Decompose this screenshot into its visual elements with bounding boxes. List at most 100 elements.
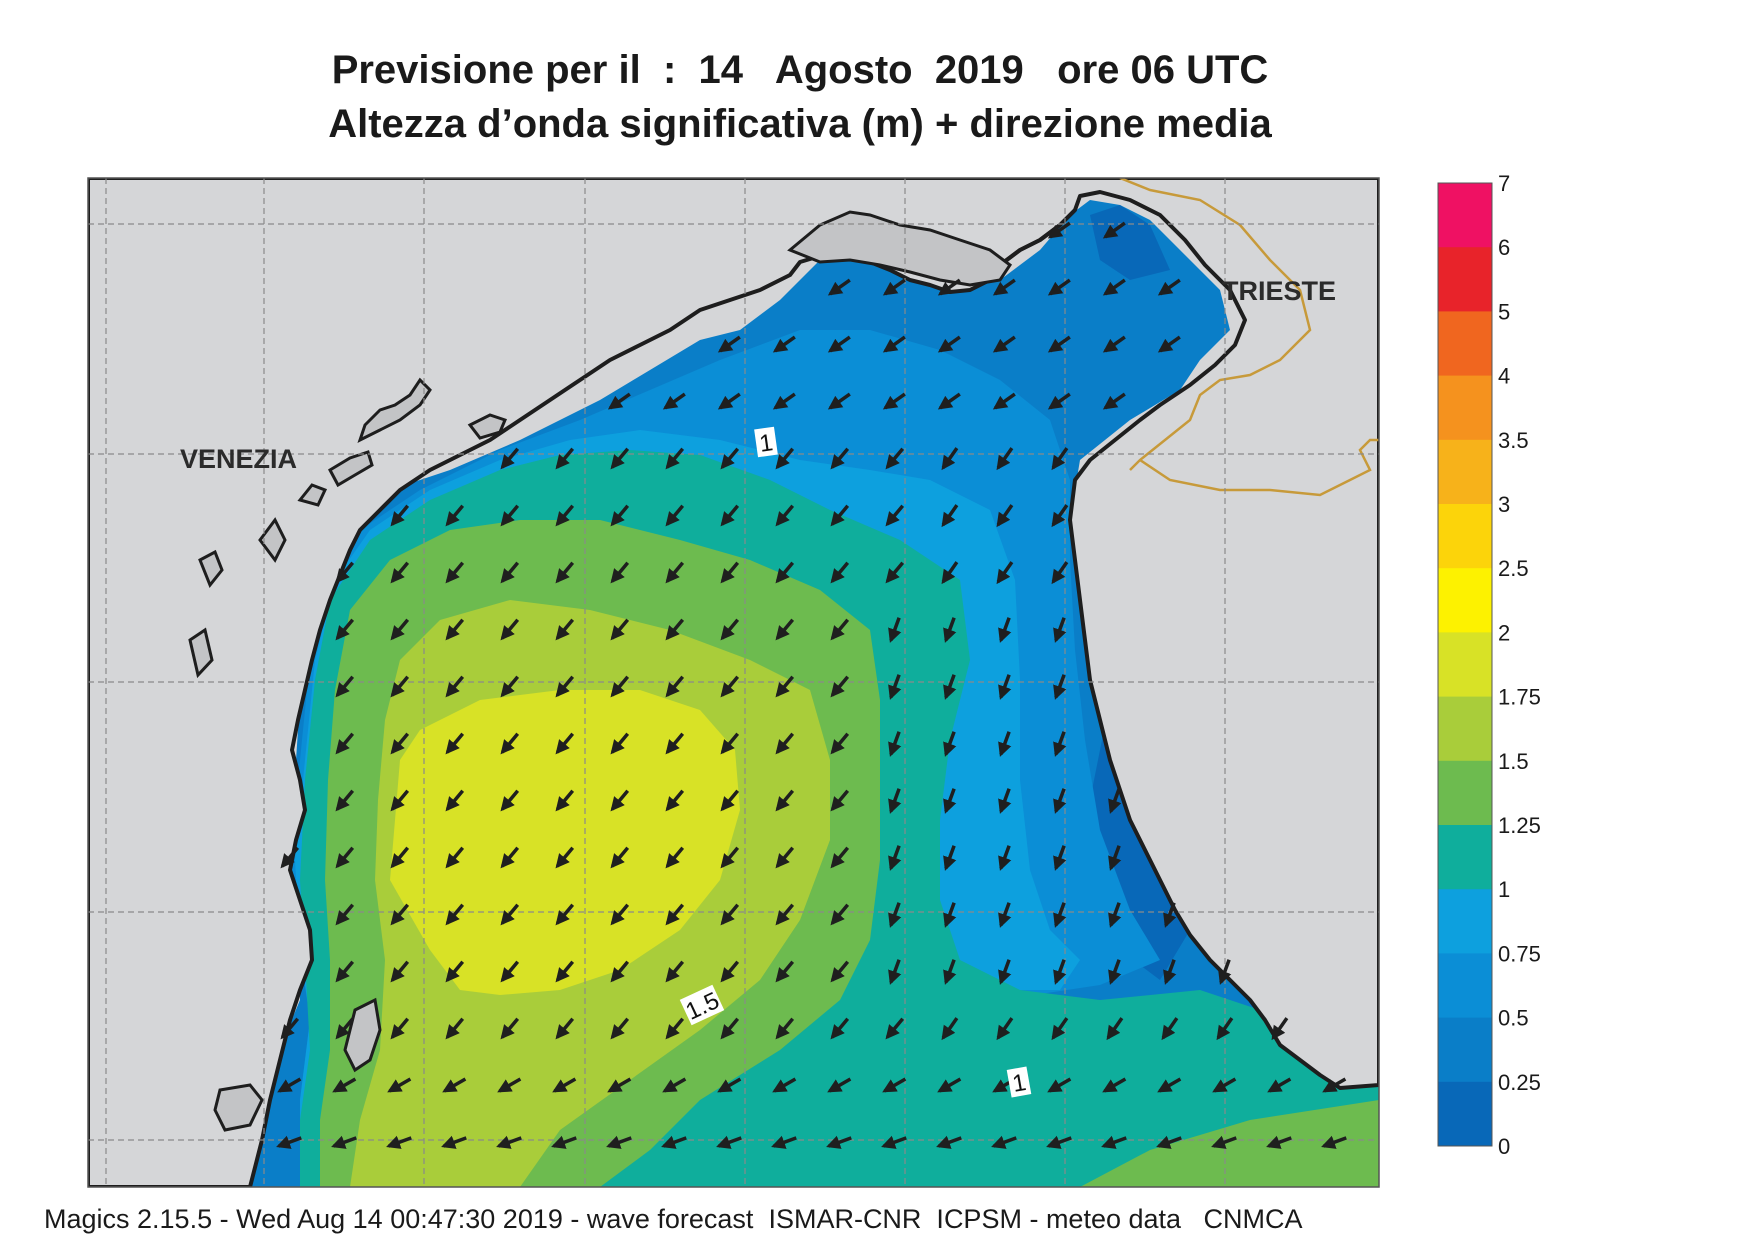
- wave-arrow: [500, 447, 520, 470]
- wave-arrow: [445, 789, 465, 812]
- wave-arrow: [555, 561, 575, 584]
- wave-arrow: [720, 732, 740, 755]
- wave-arrow: [387, 1077, 412, 1093]
- wave-arrow: [937, 335, 961, 353]
- wave-arrow: [335, 675, 355, 698]
- wave-arrow: [888, 674, 902, 700]
- wave-arrow: [826, 1135, 852, 1149]
- po-delta: [213, 997, 382, 1132]
- wave-arrow: [500, 789, 520, 812]
- wave-arrow: [720, 504, 740, 527]
- colorbar-label: 1: [1498, 877, 1510, 902]
- wave-arrow: [662, 1077, 687, 1093]
- wave-arrow: [720, 846, 740, 869]
- wave-arrow: [332, 1077, 357, 1093]
- wave-arrow: [885, 447, 905, 470]
- colorbar-border: [1437, 182, 1493, 1147]
- wave-arrow: [996, 447, 1014, 471]
- wave-arrow: [390, 846, 410, 869]
- wave-arrow: [888, 617, 902, 643]
- wave-arrow: [775, 1017, 795, 1040]
- map-frame: [87, 177, 1380, 1188]
- wave-arrow: [500, 903, 520, 926]
- wave-arrow: [1047, 221, 1071, 239]
- wave-arrow: [775, 618, 795, 641]
- wave-arrow: [500, 960, 520, 983]
- city-label-trieste: TRIESTE: [1222, 276, 1336, 306]
- wave-arrow: [610, 960, 630, 983]
- svg-text:1: 1: [1010, 1069, 1028, 1098]
- wave-arrow: [1102, 1077, 1127, 1093]
- contour-label-1-south: 1: [1006, 1066, 1032, 1098]
- colorbar-label: 7: [1498, 171, 1510, 196]
- colorbar-swatch: [1438, 311, 1492, 377]
- wave-arrow: [888, 731, 902, 757]
- wave-arrow: [1157, 335, 1181, 353]
- wave-arrow: [943, 731, 957, 757]
- wave-arrow: [1102, 221, 1126, 239]
- wave-arrow: [1106, 1017, 1124, 1041]
- svg-text:1: 1: [758, 429, 775, 458]
- wave-arrow: [830, 789, 850, 812]
- colorbar: 7 6 5 4 3.5 3 2.5 2 1.75 1.5 1.25 1 0.75 0.5 0.25 0: [1437, 171, 1541, 1159]
- wave-arrow: [1157, 1077, 1182, 1093]
- wave-arrow: [885, 561, 905, 584]
- wave-arrow: [1211, 1135, 1237, 1149]
- wave-arrow: [335, 561, 355, 584]
- wave-arrow: [1047, 278, 1071, 296]
- wave-arrow: [827, 392, 851, 410]
- wave-arrow: [665, 903, 685, 926]
- wave-arrow: [830, 732, 850, 755]
- wave-arrow: [1156, 1135, 1182, 1149]
- wave-arrow: [720, 960, 740, 983]
- colorbar-label: 3.5: [1498, 428, 1529, 453]
- wave-arrow: [720, 1017, 740, 1040]
- wave-arrow: [827, 335, 851, 353]
- wave-arrow: [775, 846, 795, 869]
- wave-arrow: [1051, 561, 1069, 585]
- wave-arrow: [943, 902, 957, 928]
- wave-arrow: [830, 561, 850, 584]
- wave-arrow: [772, 392, 796, 410]
- wave-arrow: [665, 618, 685, 641]
- wave-arrow: [775, 675, 795, 698]
- wave-arrow: [1053, 674, 1067, 700]
- wave-arrow: [500, 732, 520, 755]
- wave-arrow: [555, 1017, 575, 1040]
- wave-arrow: [717, 392, 741, 410]
- wave-arrow: [720, 675, 740, 698]
- wave-arrow: [827, 1077, 852, 1093]
- wave-arrow: [888, 845, 902, 871]
- colorbar-label: 0.25: [1498, 1070, 1541, 1095]
- venice-lagoon: [188, 377, 508, 679]
- colorbar-swatch: [1438, 696, 1492, 762]
- wave-arrow: [717, 335, 741, 353]
- wave-arrow: [775, 789, 795, 812]
- wave-arrow: [500, 618, 520, 641]
- wave-arrow: [1053, 902, 1067, 928]
- wave-arrow: [885, 1017, 905, 1040]
- colorbar-label: 1.75: [1498, 685, 1541, 710]
- wave-arrow: [998, 845, 1012, 871]
- wave-arrow: [720, 903, 740, 926]
- wave-arrow: [610, 447, 630, 470]
- wave-arrow: [555, 732, 575, 755]
- contour-label-1-north: 1: [754, 426, 778, 458]
- wave-arrow: [386, 1135, 412, 1149]
- wave-arrow: [992, 392, 1016, 410]
- wave-arrow: [1047, 392, 1071, 410]
- wave-arrow: [998, 902, 1012, 928]
- land-istria: [88, 178, 1379, 1187]
- wave-arrow: [882, 278, 906, 296]
- wave-arrow: [771, 1135, 797, 1149]
- wave-arrow: [390, 903, 410, 926]
- wave-arrow: [717, 1077, 742, 1093]
- wave-arrow: [998, 959, 1012, 985]
- wave-arrow: [775, 561, 795, 584]
- wave-arrow: [1051, 447, 1069, 471]
- wave-arrow: [445, 1017, 465, 1040]
- wave-arrow: [1053, 731, 1067, 757]
- wave-arrow: [943, 788, 957, 814]
- wave-arrow: [390, 960, 410, 983]
- wave-arrow: [500, 1017, 520, 1040]
